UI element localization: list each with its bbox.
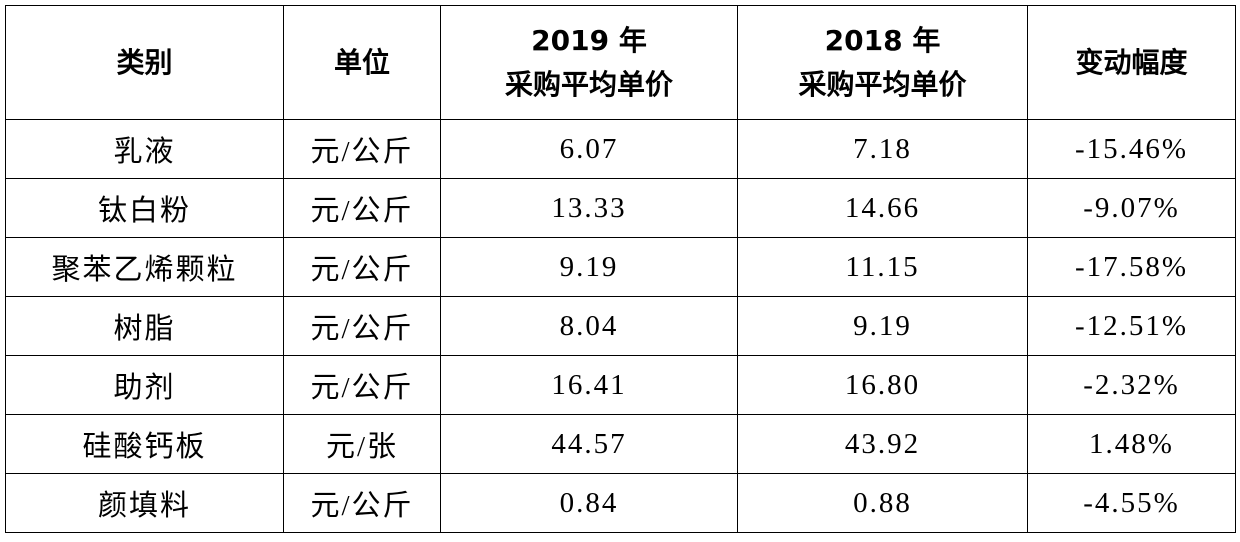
table-row: 颜填料 元/公斤 0.84 0.88 -4.55% bbox=[5, 473, 1236, 533]
table-cell: 元/公斤 bbox=[283, 473, 441, 533]
table-cell: 助剂 bbox=[5, 355, 284, 415]
header-cell: 变动幅度 bbox=[1027, 5, 1236, 120]
table-cell: 7.18 bbox=[737, 119, 1028, 179]
table-cell: -4.55% bbox=[1027, 473, 1236, 533]
table-cell: 6.07 bbox=[440, 119, 738, 179]
table-cell: 44.57 bbox=[440, 414, 738, 474]
table-cell: 16.41 bbox=[440, 355, 738, 415]
table-cell: 13.33 bbox=[440, 178, 738, 238]
table-row: 助剂 元/公斤 16.41 16.80 -2.32% bbox=[5, 355, 1236, 415]
table-cell: 0.84 bbox=[440, 473, 738, 533]
table-cell: 11.15 bbox=[737, 237, 1028, 297]
header-cell: 单位 bbox=[283, 5, 441, 120]
header-line: 2019 年 bbox=[531, 23, 647, 57]
table-cell: 8.04 bbox=[440, 296, 738, 356]
table-row: 树脂 元/公斤 8.04 9.19 -12.51% bbox=[5, 296, 1236, 356]
table-cell: 钛白粉 bbox=[5, 178, 284, 238]
table-cell: 元/公斤 bbox=[283, 355, 441, 415]
table-cell: -2.32% bbox=[1027, 355, 1236, 415]
table-cell: 颜填料 bbox=[5, 473, 284, 533]
table-cell: 9.19 bbox=[737, 296, 1028, 356]
table-cell: 14.66 bbox=[737, 178, 1028, 238]
header-cell: 2018 年采购平均单价 bbox=[737, 5, 1028, 120]
header-line: 采购平均单价 bbox=[504, 67, 673, 101]
header-line: 2018 年 bbox=[824, 23, 941, 57]
table-cell: -9.07% bbox=[1027, 178, 1236, 238]
table-cell: 0.88 bbox=[737, 473, 1028, 533]
table-cell: 元/张 bbox=[283, 414, 441, 474]
table-cell: 9.19 bbox=[440, 237, 738, 297]
header-cell: 类别 bbox=[5, 5, 284, 120]
table-cell: 元/公斤 bbox=[283, 178, 441, 238]
table-row: 乳液 元/公斤 6.07 7.18 -15.46% bbox=[5, 119, 1236, 179]
table-cell: 元/公斤 bbox=[283, 119, 441, 179]
table-cell: 乳液 bbox=[5, 119, 284, 179]
table-row: 聚苯乙烯颗粒 元/公斤 9.19 11.15 -17.58% bbox=[5, 237, 1236, 297]
table-cell: -12.51% bbox=[1027, 296, 1236, 356]
table-cell: 元/公斤 bbox=[283, 237, 441, 297]
table-cell: 树脂 bbox=[5, 296, 284, 356]
header-cell: 2019 年采购平均单价 bbox=[440, 5, 738, 120]
price-table: 类别 单位 2019 年采购平均单价 2018 年采购平均单价 变动幅度 乳液 元/公斤 6… bbox=[5, 5, 1236, 533]
table-row: 钛白粉 元/公斤 13.33 14.66 -9.07% bbox=[5, 178, 1236, 238]
table-cell: -17.58% bbox=[1027, 237, 1236, 297]
header-row: 类别 单位 2019 年采购平均单价 2018 年采购平均单价 变动幅度 bbox=[5, 5, 1236, 120]
header-line: 采购平均单价 bbox=[798, 67, 967, 101]
table-row: 硅酸钙板 元/张 44.57 43.92 1.48% bbox=[5, 414, 1236, 474]
table-cell: 聚苯乙烯颗粒 bbox=[5, 237, 284, 297]
table-cell: 16.80 bbox=[737, 355, 1028, 415]
table-cell: 43.92 bbox=[737, 414, 1028, 474]
table-cell: 硅酸钙板 bbox=[5, 414, 284, 474]
table-cell: -15.46% bbox=[1027, 119, 1236, 179]
table-body: 乳液 元/公斤 6.07 7.18 -15.46% 钛白粉 元/公斤 13.33 14.66 -9… bbox=[5, 119, 1236, 533]
table-cell: 1.48% bbox=[1027, 414, 1236, 474]
table-cell: 元/公斤 bbox=[283, 296, 441, 356]
